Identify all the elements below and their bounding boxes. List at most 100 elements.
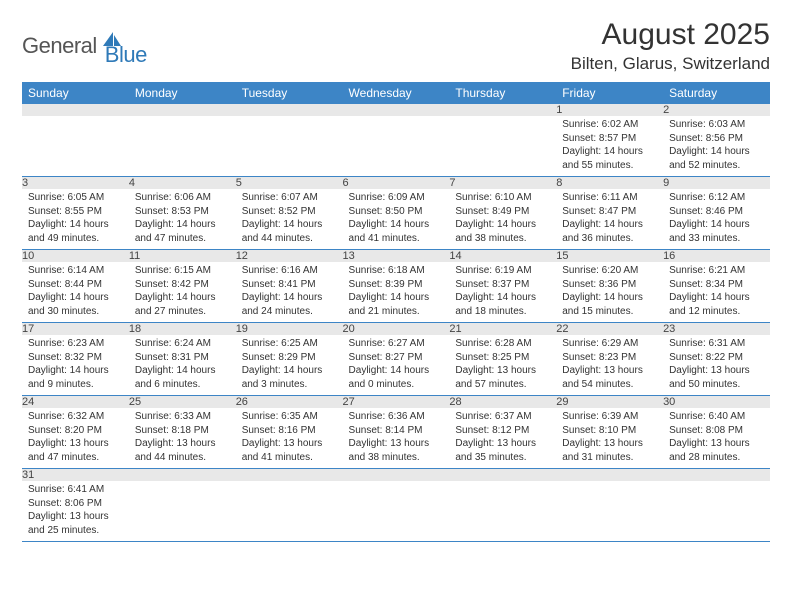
day-number: 8: [556, 177, 663, 190]
daylight-text: Daylight: 14 hours and 9 minutes.: [28, 364, 123, 391]
empty-day-number: [343, 469, 450, 482]
day-cell: Sunrise: 6:07 AMSunset: 8:52 PMDaylight:…: [236, 189, 343, 250]
daylight-text: Daylight: 14 hours and 12 minutes.: [669, 291, 764, 318]
sunset-text: Sunset: 8:34 PM: [669, 278, 764, 292]
sunset-text: Sunset: 8:55 PM: [28, 205, 123, 219]
daylight-text: Daylight: 13 hours and 38 minutes.: [349, 437, 444, 464]
sunrise-text: Sunrise: 6:31 AM: [669, 337, 764, 351]
daylight-text: Daylight: 13 hours and 41 minutes.: [242, 437, 337, 464]
day-text: Sunrise: 6:15 AMSunset: 8:42 PMDaylight:…: [129, 262, 236, 322]
day-text: Sunrise: 6:03 AMSunset: 8:56 PMDaylight:…: [663, 116, 770, 176]
day-text: Sunrise: 6:35 AMSunset: 8:16 PMDaylight:…: [236, 408, 343, 468]
calendar-table: SundayMondayTuesdayWednesdayThursdayFrid…: [22, 82, 770, 542]
sunrise-text: Sunrise: 6:16 AM: [242, 264, 337, 278]
day-text: Sunrise: 6:36 AMSunset: 8:14 PMDaylight:…: [343, 408, 450, 468]
day-number: 27: [343, 396, 450, 409]
day-text: Sunrise: 6:37 AMSunset: 8:12 PMDaylight:…: [449, 408, 556, 468]
daylight-text: Daylight: 13 hours and 31 minutes.: [562, 437, 657, 464]
day-number: 16: [663, 250, 770, 263]
sunset-text: Sunset: 8:52 PM: [242, 205, 337, 219]
empty-day-number: [556, 469, 663, 482]
sunset-text: Sunset: 8:53 PM: [135, 205, 230, 219]
day-cell: Sunrise: 6:23 AMSunset: 8:32 PMDaylight:…: [22, 335, 129, 396]
day-number: 10: [22, 250, 129, 263]
empty-day-number: [236, 104, 343, 116]
day-number: 15: [556, 250, 663, 263]
day-cell: Sunrise: 6:36 AMSunset: 8:14 PMDaylight:…: [343, 408, 450, 469]
empty-cell: [663, 481, 770, 542]
sunset-text: Sunset: 8:23 PM: [562, 351, 657, 365]
sunset-text: Sunset: 8:36 PM: [562, 278, 657, 292]
day-text: Sunrise: 6:16 AMSunset: 8:41 PMDaylight:…: [236, 262, 343, 322]
day-cell: Sunrise: 6:39 AMSunset: 8:10 PMDaylight:…: [556, 408, 663, 469]
weekday-header: Thursday: [449, 82, 556, 104]
day-content-row: Sunrise: 6:02 AMSunset: 8:57 PMDaylight:…: [22, 116, 770, 177]
daylight-text: Daylight: 13 hours and 54 minutes.: [562, 364, 657, 391]
day-cell: Sunrise: 6:40 AMSunset: 8:08 PMDaylight:…: [663, 408, 770, 469]
sunset-text: Sunset: 8:12 PM: [455, 424, 550, 438]
daylight-text: Daylight: 14 hours and 18 minutes.: [455, 291, 550, 318]
day-cell: Sunrise: 6:16 AMSunset: 8:41 PMDaylight:…: [236, 262, 343, 323]
sunrise-text: Sunrise: 6:15 AM: [135, 264, 230, 278]
day-text: Sunrise: 6:12 AMSunset: 8:46 PMDaylight:…: [663, 189, 770, 249]
empty-cell: [236, 116, 343, 177]
day-cell: Sunrise: 6:32 AMSunset: 8:20 PMDaylight:…: [22, 408, 129, 469]
day-number: 1: [556, 104, 663, 116]
day-number: 6: [343, 177, 450, 190]
sunset-text: Sunset: 8:22 PM: [669, 351, 764, 365]
empty-cell: [343, 481, 450, 542]
day-number-row: 12: [22, 104, 770, 116]
empty-cell: [22, 116, 129, 177]
sunrise-text: Sunrise: 6:18 AM: [349, 264, 444, 278]
sunrise-text: Sunrise: 6:10 AM: [455, 191, 550, 205]
day-text: Sunrise: 6:32 AMSunset: 8:20 PMDaylight:…: [22, 408, 129, 468]
day-number-row: 31: [22, 469, 770, 482]
sunrise-text: Sunrise: 6:07 AM: [242, 191, 337, 205]
empty-cell: [343, 116, 450, 177]
daylight-text: Daylight: 13 hours and 57 minutes.: [455, 364, 550, 391]
day-number: 4: [129, 177, 236, 190]
empty-cell: [449, 116, 556, 177]
day-text: Sunrise: 6:40 AMSunset: 8:08 PMDaylight:…: [663, 408, 770, 468]
sunset-text: Sunset: 8:57 PM: [562, 132, 657, 146]
sunset-text: Sunset: 8:56 PM: [669, 132, 764, 146]
day-text: Sunrise: 6:39 AMSunset: 8:10 PMDaylight:…: [556, 408, 663, 468]
day-number-row: 3456789: [22, 177, 770, 190]
daylight-text: Daylight: 14 hours and 47 minutes.: [135, 218, 230, 245]
day-content-row: Sunrise: 6:05 AMSunset: 8:55 PMDaylight:…: [22, 189, 770, 250]
day-number: 7: [449, 177, 556, 190]
sunrise-text: Sunrise: 6:39 AM: [562, 410, 657, 424]
weekday-header: Monday: [129, 82, 236, 104]
sunrise-text: Sunrise: 6:27 AM: [349, 337, 444, 351]
day-number: 22: [556, 323, 663, 336]
day-cell: Sunrise: 6:29 AMSunset: 8:23 PMDaylight:…: [556, 335, 663, 396]
day-cell: Sunrise: 6:18 AMSunset: 8:39 PMDaylight:…: [343, 262, 450, 323]
daylight-text: Daylight: 14 hours and 0 minutes.: [349, 364, 444, 391]
weekday-header: Tuesday: [236, 82, 343, 104]
day-text: Sunrise: 6:20 AMSunset: 8:36 PMDaylight:…: [556, 262, 663, 322]
sunset-text: Sunset: 8:44 PM: [28, 278, 123, 292]
day-cell: Sunrise: 6:02 AMSunset: 8:57 PMDaylight:…: [556, 116, 663, 177]
day-number: 21: [449, 323, 556, 336]
day-text: Sunrise: 6:25 AMSunset: 8:29 PMDaylight:…: [236, 335, 343, 395]
sunrise-text: Sunrise: 6:25 AM: [242, 337, 337, 351]
sunset-text: Sunset: 8:25 PM: [455, 351, 550, 365]
sunrise-text: Sunrise: 6:21 AM: [669, 264, 764, 278]
sunset-text: Sunset: 8:08 PM: [669, 424, 764, 438]
daylight-text: Daylight: 14 hours and 44 minutes.: [242, 218, 337, 245]
daylight-text: Daylight: 14 hours and 3 minutes.: [242, 364, 337, 391]
sunset-text: Sunset: 8:41 PM: [242, 278, 337, 292]
day-number-row: 10111213141516: [22, 250, 770, 263]
daylight-text: Daylight: 13 hours and 47 minutes.: [28, 437, 123, 464]
sunset-text: Sunset: 8:32 PM: [28, 351, 123, 365]
weekday-header-row: SundayMondayTuesdayWednesdayThursdayFrid…: [22, 82, 770, 104]
sunset-text: Sunset: 8:16 PM: [242, 424, 337, 438]
day-cell: Sunrise: 6:05 AMSunset: 8:55 PMDaylight:…: [22, 189, 129, 250]
daylight-text: Daylight: 14 hours and 27 minutes.: [135, 291, 230, 318]
day-text: Sunrise: 6:19 AMSunset: 8:37 PMDaylight:…: [449, 262, 556, 322]
empty-cell: [236, 481, 343, 542]
day-cell: Sunrise: 6:03 AMSunset: 8:56 PMDaylight:…: [663, 116, 770, 177]
day-text: Sunrise: 6:11 AMSunset: 8:47 PMDaylight:…: [556, 189, 663, 249]
day-cell: Sunrise: 6:06 AMSunset: 8:53 PMDaylight:…: [129, 189, 236, 250]
day-content-row: Sunrise: 6:41 AMSunset: 8:06 PMDaylight:…: [22, 481, 770, 542]
